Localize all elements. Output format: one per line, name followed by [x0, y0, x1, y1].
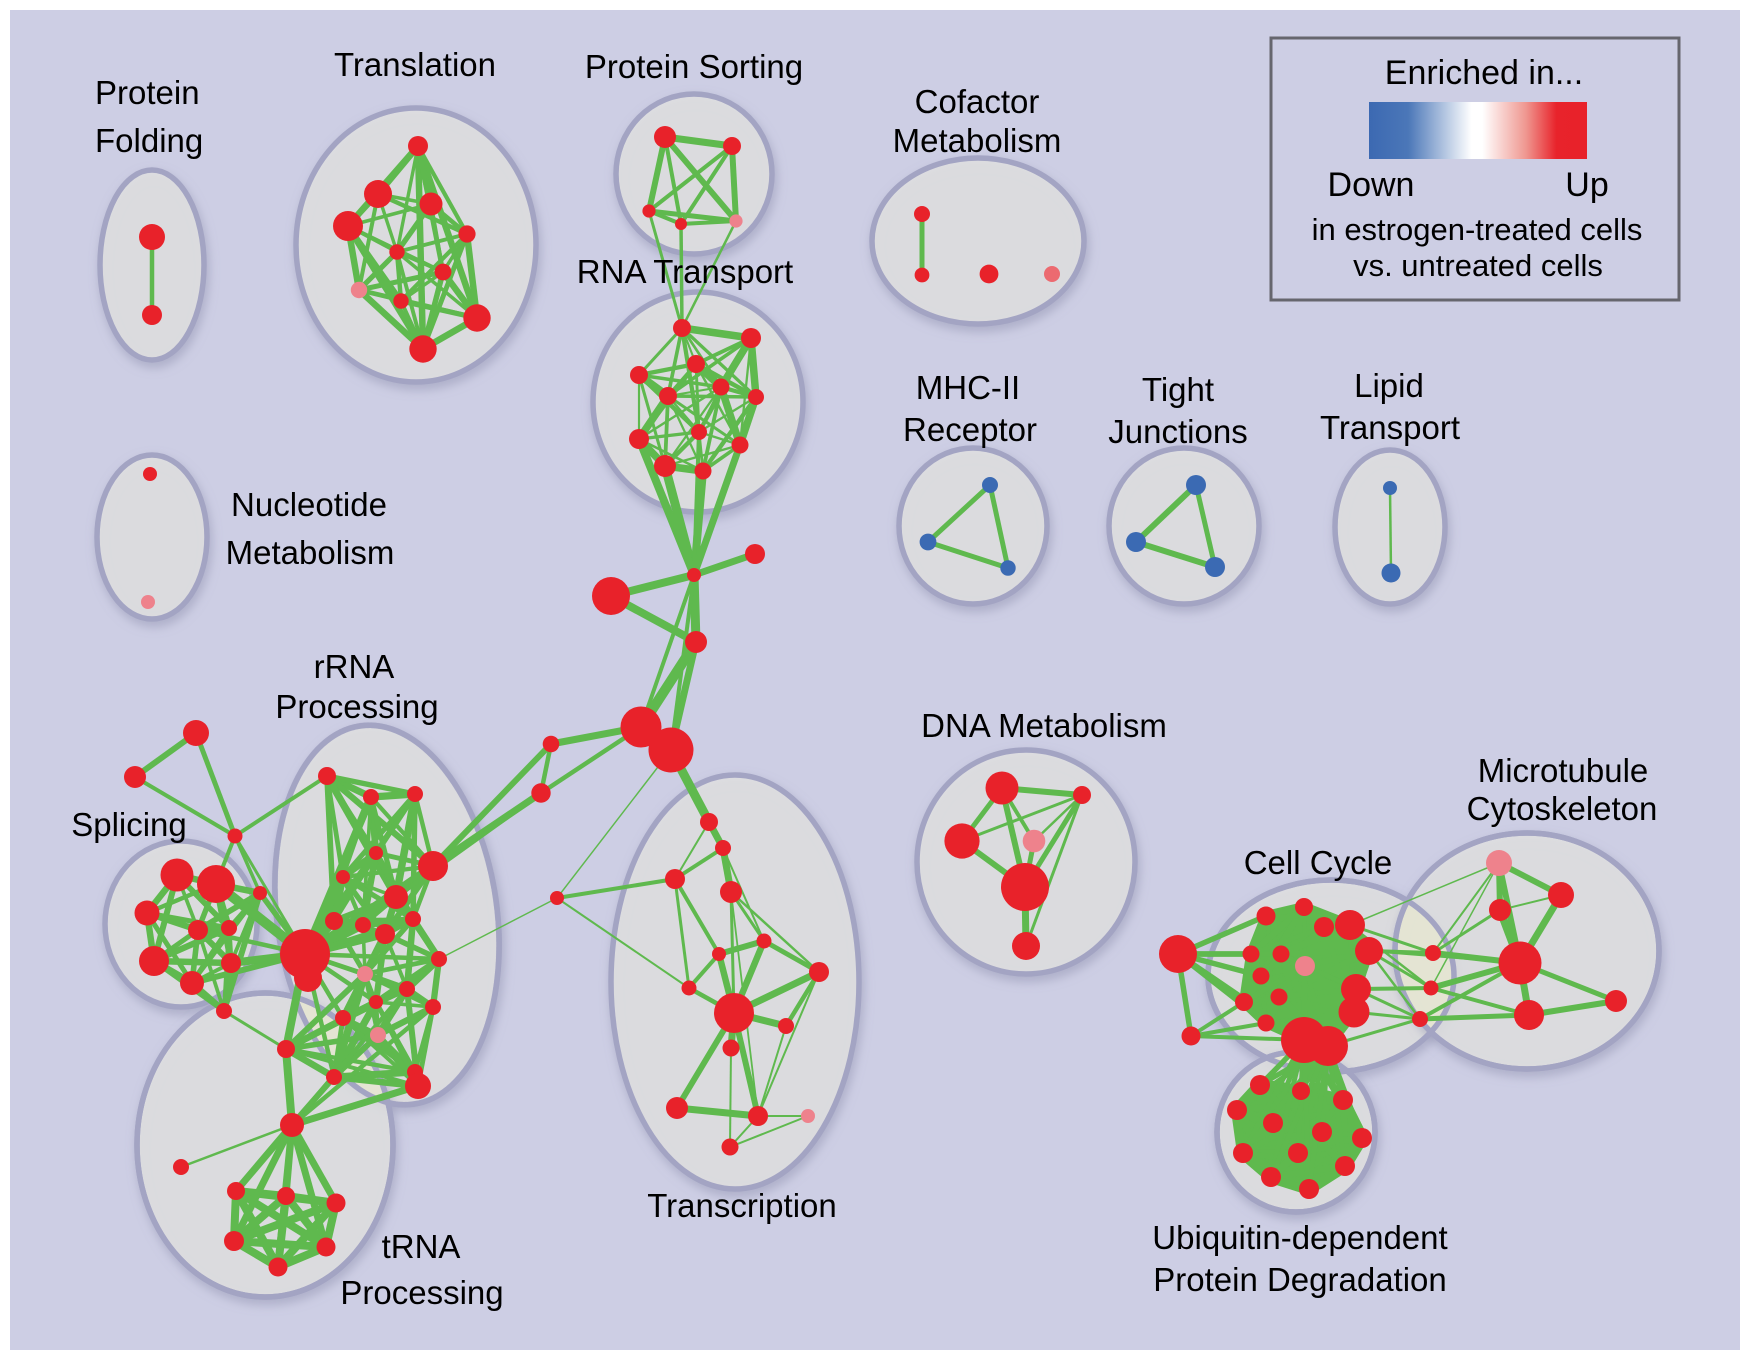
svg-text:MHC-II: MHC-II	[916, 369, 1020, 406]
svg-text:Splicing: Splicing	[71, 806, 187, 843]
svg-text:Lipid: Lipid	[1354, 367, 1424, 404]
svg-text:vs. untreated cells: vs. untreated cells	[1353, 248, 1603, 283]
svg-text:Protein: Protein	[95, 74, 200, 111]
svg-text:Nucleotide: Nucleotide	[231, 486, 387, 523]
svg-text:Metabolism: Metabolism	[226, 534, 395, 571]
svg-text:Up: Up	[1565, 166, 1608, 204]
svg-text:Ubiquitin-dependent: Ubiquitin-dependent	[1152, 1219, 1447, 1256]
svg-text:in estrogen-treated cells: in estrogen-treated cells	[1312, 212, 1643, 247]
svg-text:Protein Sorting: Protein Sorting	[585, 48, 803, 85]
svg-text:Processing: Processing	[275, 688, 438, 725]
svg-text:Transport: Transport	[1320, 409, 1460, 446]
svg-text:Processing: Processing	[340, 1274, 503, 1311]
svg-text:tRNA: tRNA	[382, 1228, 461, 1265]
svg-text:Junctions: Junctions	[1108, 413, 1247, 450]
svg-text:Tight: Tight	[1142, 371, 1214, 408]
svg-text:DNA Metabolism: DNA Metabolism	[921, 707, 1167, 744]
svg-text:Folding: Folding	[95, 122, 203, 159]
svg-text:Cytoskeleton: Cytoskeleton	[1467, 790, 1658, 827]
svg-text:Transcription: Transcription	[647, 1187, 837, 1224]
svg-text:Cell Cycle: Cell Cycle	[1244, 844, 1393, 881]
svg-text:Microtubule: Microtubule	[1478, 752, 1649, 789]
svg-text:Cofactor: Cofactor	[915, 83, 1040, 120]
svg-text:RNA Transport: RNA Transport	[577, 253, 793, 290]
svg-text:rRNA: rRNA	[314, 648, 395, 685]
svg-text:Protein Degradation: Protein Degradation	[1153, 1261, 1447, 1298]
svg-text:Translation: Translation	[334, 46, 496, 83]
svg-text:Receptor: Receptor	[903, 411, 1037, 448]
svg-text:Down: Down	[1328, 166, 1415, 204]
svg-text:Metabolism: Metabolism	[893, 122, 1062, 159]
svg-text:Enriched in...: Enriched in...	[1385, 54, 1583, 92]
